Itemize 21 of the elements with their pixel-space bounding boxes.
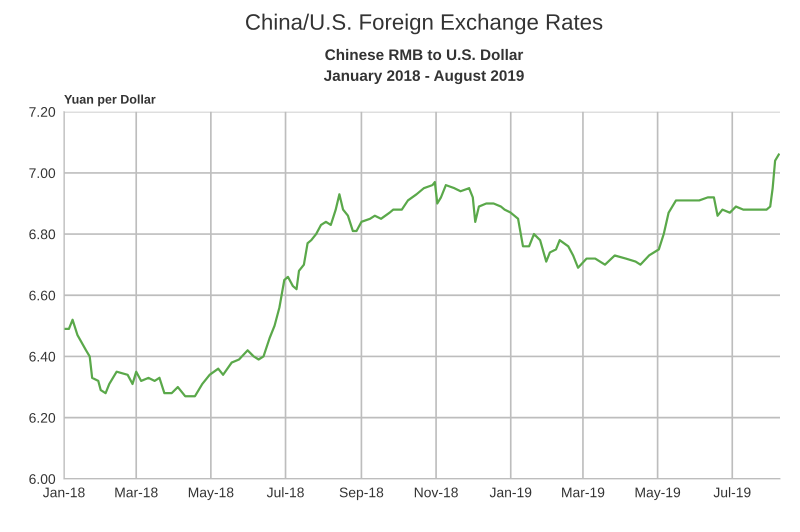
y-tick-label: 7.20 <box>29 107 56 117</box>
x-tick-label: Jul-19 <box>714 487 751 498</box>
y-tick-label: 6.60 <box>29 290 56 300</box>
line-series <box>64 153 780 398</box>
y-tick-label: 6.40 <box>29 352 56 362</box>
y-tick-label: 6.00 <box>29 474 56 484</box>
y-tick-label: 7.00 <box>29 168 56 178</box>
x-tick-label: Mar-19 <box>562 488 604 498</box>
x-tick-label: Jan-19 <box>490 488 532 498</box>
x-tick-label: Mar-18 <box>115 488 158 498</box>
x-tick-label: Jan-18 <box>42 488 85 498</box>
x-tick-label: May-18 <box>188 488 234 500</box>
chart-title: China/U.S. Foreign Exchange Rates <box>246 14 602 34</box>
x-tick-label: Nov-18 <box>414 488 458 498</box>
x-tick-label: May-19 <box>636 488 680 500</box>
x-tick-label: Sep-18 <box>340 488 384 500</box>
y-tick-label: 6.80 <box>29 229 56 240</box>
y-axis-title: Yuan per Dollar <box>64 94 156 106</box>
x-tick-label: Jul-18 <box>266 487 304 498</box>
y-tick-label: 6.20 <box>29 412 56 423</box>
chart-subtitle: Chinese RMB to U.S. Dollar January 2018 - August 2019 <box>324 48 524 84</box>
